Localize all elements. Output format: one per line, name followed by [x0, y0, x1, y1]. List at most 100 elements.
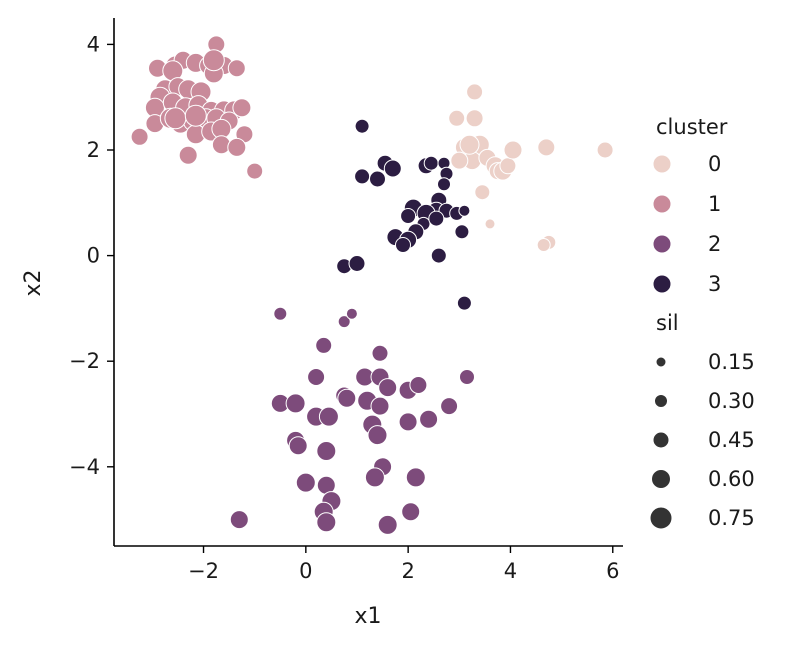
data-point-cluster-3-17 — [400, 208, 417, 224]
data-point-cluster-3-25 — [430, 247, 447, 264]
data-point-cluster-3-2 — [383, 159, 402, 178]
data-point-cluster-3-4 — [423, 155, 439, 171]
legend-size-label: 0.60 — [708, 467, 755, 491]
legend: cluster 0 1 2 3 sil 0.15 0.30 0.45 0.60 0.75 — [649, 115, 755, 530]
data-point-cluster-2-31 — [295, 472, 316, 493]
y-ticks: 4 2 0 −2 −4 — [69, 32, 114, 479]
x-tick-label: −2 — [188, 559, 219, 583]
legend-hue-entries: 0 1 2 3 — [652, 152, 721, 296]
legend-size-marker — [651, 469, 671, 489]
data-point-cluster-0-11 — [503, 140, 523, 160]
data-point-cluster-3-19 — [428, 210, 445, 227]
legend-size-label: 0.15 — [708, 350, 755, 374]
data-point-cluster-2-27 — [316, 441, 337, 461]
data-point-cluster-2-30 — [405, 467, 426, 488]
data-point-cluster-2-23 — [419, 409, 439, 429]
y-tick-label: 2 — [87, 138, 100, 162]
data-point-cluster-2-35 — [401, 502, 421, 522]
data-point-cluster-2-8 — [459, 369, 475, 385]
legend-swatch-cluster-3 — [652, 274, 672, 294]
data-point-cluster-3-20 — [454, 224, 470, 240]
data-point-cluster-1-38 — [246, 162, 264, 180]
data-point-cluster-1-30 — [130, 127, 149, 146]
data-point-cluster-2-2 — [345, 307, 358, 320]
x-tick-label: 0 — [299, 559, 312, 583]
data-point-cluster-1-22 — [232, 98, 252, 118]
legend-hue-title: cluster — [656, 115, 728, 139]
data-point-cluster-0-1 — [448, 109, 466, 127]
legend-size-marker — [654, 394, 668, 408]
data-point-cluster-2-37 — [316, 512, 337, 533]
plot-points — [130, 35, 614, 535]
data-point-cluster-2-13 — [337, 388, 357, 408]
data-point-cluster-2-5 — [307, 368, 326, 386]
data-point-cluster-2-36 — [229, 510, 249, 530]
legend-size-entries: 0.15 0.30 0.45 0.60 0.75 — [649, 350, 755, 530]
data-point-cluster-1-39 — [202, 49, 225, 72]
data-point-cluster-2-17 — [285, 393, 306, 414]
data-point-cluster-0-17 — [536, 238, 551, 252]
legend-swatch-cluster-2 — [652, 234, 672, 254]
x-axis-label: x1 — [354, 604, 381, 629]
legend-size-label: 0.75 — [708, 506, 755, 530]
data-point-cluster-1-40 — [164, 107, 187, 130]
data-point-cluster-3-24 — [395, 237, 411, 253]
data-point-cluster-0-10 — [499, 157, 517, 175]
legend-label-cluster-1: 1 — [708, 192, 721, 216]
data-point-cluster-0-0 — [466, 83, 484, 101]
data-point-cluster-2-26 — [288, 436, 308, 456]
data-point-cluster-2-4 — [371, 344, 389, 362]
legend-label-cluster-3: 3 — [708, 272, 721, 296]
data-point-cluster-1-36 — [227, 137, 247, 157]
legend-size-label: 0.30 — [708, 389, 755, 413]
data-point-cluster-0-13 — [484, 218, 496, 230]
x-tick-label: 2 — [401, 559, 414, 583]
axes — [113, 18, 623, 547]
y-tick-label: 0 — [87, 244, 100, 268]
data-point-cluster-2-20 — [318, 406, 339, 427]
legend-size-title: sil — [656, 311, 679, 335]
data-point-cluster-0-19 — [450, 151, 469, 170]
data-point-cluster-3-0 — [354, 118, 370, 134]
data-point-cluster-0-2 — [465, 109, 484, 128]
legend-swatch-cluster-0 — [652, 154, 672, 174]
data-point-cluster-2-18 — [440, 397, 459, 416]
data-point-cluster-2-1 — [337, 315, 351, 329]
data-point-cluster-1-7 — [227, 59, 246, 78]
data-point-cluster-3-27 — [348, 255, 366, 272]
data-point-cluster-3-6 — [354, 168, 371, 185]
data-point-cluster-2-9 — [378, 378, 398, 398]
x-tick-label: 6 — [606, 559, 619, 583]
y-tick-label: −2 — [69, 349, 100, 373]
data-point-cluster-1-41 — [184, 104, 207, 127]
legend-swatch-cluster-1 — [652, 194, 672, 214]
legend-label-cluster-2: 2 — [708, 232, 721, 256]
data-point-cluster-3-15 — [458, 204, 471, 217]
y-axis-label: x2 — [21, 269, 46, 296]
x-ticks: −2 0 2 4 6 — [188, 546, 619, 583]
data-point-cluster-3-28 — [456, 295, 472, 311]
y-tick-label: −4 — [69, 455, 100, 479]
data-point-cluster-2-11 — [409, 376, 428, 394]
data-point-cluster-3-7 — [369, 170, 386, 188]
data-point-cluster-2-24 — [367, 425, 388, 446]
data-point-cluster-1-37 — [178, 145, 198, 165]
data-point-cluster-0-18 — [459, 134, 480, 155]
legend-size-marker — [649, 506, 673, 530]
x-tick-label: 4 — [504, 559, 517, 583]
data-point-cluster-2-38 — [377, 514, 398, 535]
legend-size-marker — [655, 356, 667, 368]
data-point-cluster-0-14 — [537, 138, 556, 157]
data-point-cluster-0-15 — [596, 141, 614, 159]
data-point-cluster-2-22 — [398, 412, 418, 432]
legend-label-cluster-0: 0 — [708, 152, 721, 176]
y-tick-label: 4 — [87, 32, 100, 56]
legend-size-marker — [652, 431, 670, 449]
data-point-cluster-0-12 — [474, 184, 491, 201]
data-point-cluster-3-9 — [437, 177, 451, 192]
data-point-cluster-2-3 — [315, 336, 333, 354]
data-point-cluster-2-0 — [273, 306, 288, 321]
data-point-cluster-2-15 — [370, 396, 390, 416]
legend-size-label: 0.45 — [708, 428, 755, 452]
